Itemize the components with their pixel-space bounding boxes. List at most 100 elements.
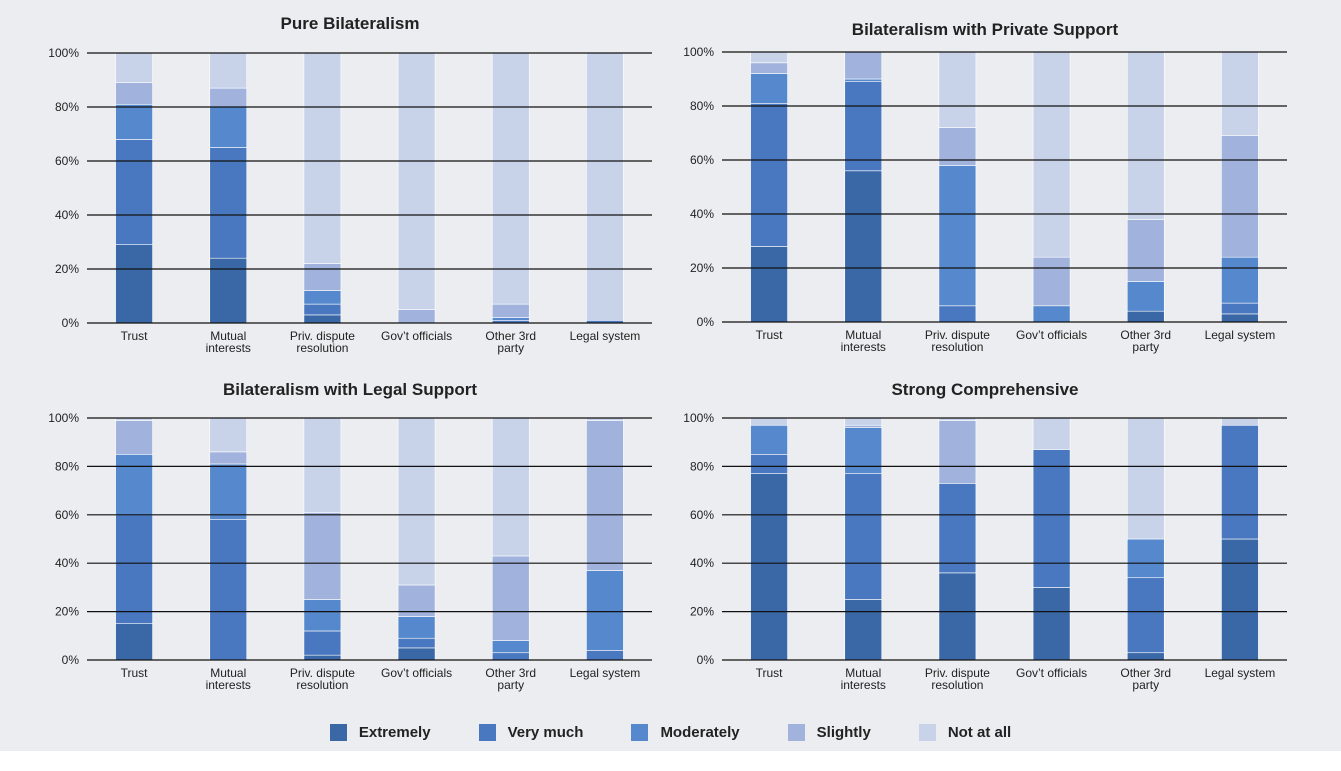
bar-segment-slightly-trust <box>115 420 153 455</box>
bar-segment-extremely-priv-dispute-resolution <box>303 314 342 324</box>
y-tick-label: 0% <box>697 653 715 667</box>
bar-segment-very-much-priv-dispute-resolution <box>303 303 342 316</box>
y-tick-label: 100% <box>683 45 714 59</box>
y-tick-label: 80% <box>55 100 79 114</box>
chart-panel-private-support: Bilateralism with Private Support 0% 20% 4… <box>675 20 1295 370</box>
bar-segment-very-much-trust <box>750 454 788 474</box>
bar-segment-moderately-mutual-interests <box>209 106 248 148</box>
legend-label: Extremely <box>358 724 431 741</box>
x-tick-label: Priv. dispute resolution <box>925 666 990 692</box>
bar-segment-moderately-legal-system <box>586 570 624 651</box>
bar-segment-slightly-mutual-interests <box>209 451 248 465</box>
stacked-bar-chart: 0% 20% 40% 60% 80% 100% Trust Mutual interests Pr… <box>683 411 1287 692</box>
bar-segment-very-much-legal-system <box>1221 424 1259 540</box>
legend-item-slightly: Slightly <box>787 724 871 741</box>
bar-segment-moderately-legal-system <box>1221 256 1259 304</box>
x-tick-label: Mutual interests <box>841 666 886 692</box>
bar-segment-very-much-gov-t-officials <box>1032 449 1071 588</box>
bar-segment-slightly-priv-dispute-resolution <box>303 263 342 291</box>
y-tick-label: 60% <box>55 508 79 522</box>
bar-segment-moderately-gov-t-officials <box>397 616 436 639</box>
bar-segment-extremely-trust <box>115 623 153 661</box>
bar-segment-very-much-trust <box>115 514 153 625</box>
bar-segment-extremely-other-3rd-party <box>1126 310 1165 323</box>
figure-background: Pure Bilateralism 0% 20% 40% 60% 80% 100% Trus… <box>0 0 1341 751</box>
x-tick-label: Other 3rd party <box>485 329 536 355</box>
bar-segment-slightly-legal-system <box>1221 135 1259 258</box>
y-tick-label: 80% <box>55 459 79 473</box>
bar-segment-extremely-gov-t-officials <box>397 647 436 661</box>
bar-segment-not-at-all-trust <box>750 51 788 64</box>
x-tick-label: Gov’t officials <box>1016 666 1087 680</box>
chart-panel-legal-support: Bilateralism with Legal Support 0% 20% 40%… <box>40 380 660 710</box>
stacked-bar-chart: 0% 20% 40% 60% 80% 100% Trust Mutual interests Pr… <box>48 411 652 692</box>
bar-segment-moderately-mutual-interests <box>844 78 883 82</box>
bar-segment-moderately-other-3rd-party <box>491 317 530 321</box>
legend-label: Very much <box>507 724 584 741</box>
bar-segment-slightly-trust <box>115 82 153 105</box>
legend-swatch <box>787 724 805 741</box>
chart-panel-pure-bilateralism: Pure Bilateralism 0% 20% 40% 60% 80% 100% Trus… <box>40 14 660 364</box>
bar-segment-extremely-mutual-interests <box>844 599 883 661</box>
bar-segment-not-at-all-trust <box>115 52 153 84</box>
x-tick-label: Other 3rd party <box>1120 328 1171 354</box>
bar-segment-not-at-all-other-3rd-party <box>491 52 530 305</box>
bar-segment-moderately-other-3rd-party <box>1126 538 1165 579</box>
bar-segment-extremely-mutual-interests <box>844 170 883 323</box>
bar-segment-extremely-trust <box>750 246 788 323</box>
bar-segment-moderately-trust <box>115 454 153 516</box>
bar-segment-extremely-legal-system <box>1221 538 1259 661</box>
bar-segment-not-at-all-gov-t-officials <box>1032 51 1071 258</box>
bar-segment-extremely-trust <box>115 244 153 324</box>
legend-item-moderately: Moderately <box>631 724 740 741</box>
bar-segment-not-at-all-gov-t-officials <box>397 417 436 586</box>
bar-segment-extremely-other-3rd-party <box>1126 652 1165 661</box>
y-tick-label: 100% <box>683 411 714 425</box>
legend-item-extremely: Extremely <box>329 724 431 741</box>
x-tick-label: Priv. dispute resolution <box>290 329 355 355</box>
legend-label: Slightly <box>816 724 871 741</box>
chart-title: Strong Comprehensive <box>891 380 1079 399</box>
legend-label: Not at all <box>947 724 1012 741</box>
x-tick-label: Gov’t officials <box>381 329 452 343</box>
bar-segment-not-at-all-priv-dispute-resolution <box>303 417 342 513</box>
bar-segment-slightly-mutual-interests <box>209 87 248 108</box>
x-tick-label: Legal system <box>1205 666 1276 680</box>
chart-title: Bilateralism with Legal Support <box>222 380 478 399</box>
y-tick-label: 20% <box>690 261 714 275</box>
x-tick-label: Mutual interests <box>841 328 886 354</box>
stacked-bar-chart: 0% 20% 40% 60% 80% 100% Trust Mutual interests Pr… <box>683 45 1287 354</box>
bar-segment-very-much-mutual-interests <box>844 473 883 600</box>
y-tick-label: 20% <box>55 262 79 276</box>
bar-segment-moderately-priv-dispute-resolution <box>303 599 342 632</box>
bar-segment-extremely-gov-t-officials <box>1032 587 1071 661</box>
bar-segment-very-much-trust <box>750 103 788 247</box>
bar-segment-not-at-all-legal-system <box>586 52 624 321</box>
chart-panel-strong-comprehensive: Strong Comprehensive 0% 20% 40% 60% 80% 100% T… <box>675 380 1295 710</box>
bar-segment-very-much-mutual-interests <box>844 81 883 172</box>
x-tick-label: Other 3rd party <box>485 666 536 692</box>
y-tick-label: 60% <box>690 153 714 167</box>
x-tick-label: Priv. dispute resolution <box>290 666 355 692</box>
legend-swatch <box>478 724 496 741</box>
bar-segment-slightly-priv-dispute-resolution <box>938 127 977 166</box>
bar-segment-not-at-all-trust <box>750 417 788 426</box>
legend-item-not-at-all: Not at all <box>918 724 1012 741</box>
y-tick-label: 20% <box>690 605 714 619</box>
bar-segment-very-much-trust <box>115 139 153 246</box>
chart-legend: Extremely Very much Moderately Slightly … <box>0 724 1341 741</box>
bar-segment-not-at-all-legal-system <box>1221 417 1259 426</box>
bar-segment-very-much-other-3rd-party <box>1126 577 1165 654</box>
x-tick-label: Legal system <box>570 666 641 680</box>
bar-segment-slightly-trust <box>750 62 788 74</box>
bar-segment-not-at-all-gov-t-officials <box>397 52 436 310</box>
bar-segment-very-much-mutual-interests <box>209 147 248 259</box>
bar-segment-very-much-priv-dispute-resolution <box>303 630 342 656</box>
bar-segment-slightly-other-3rd-party <box>491 303 530 318</box>
chart-title: Bilateralism with Private Support <box>851 20 1119 39</box>
legend-swatch <box>631 724 649 741</box>
bar-segment-moderately-priv-dispute-resolution <box>938 165 977 307</box>
bar-segment-not-at-all-mutual-interests <box>209 52 248 89</box>
bar-segment-moderately-mutual-interests <box>209 463 248 520</box>
x-tick-label: Trust <box>121 666 149 680</box>
